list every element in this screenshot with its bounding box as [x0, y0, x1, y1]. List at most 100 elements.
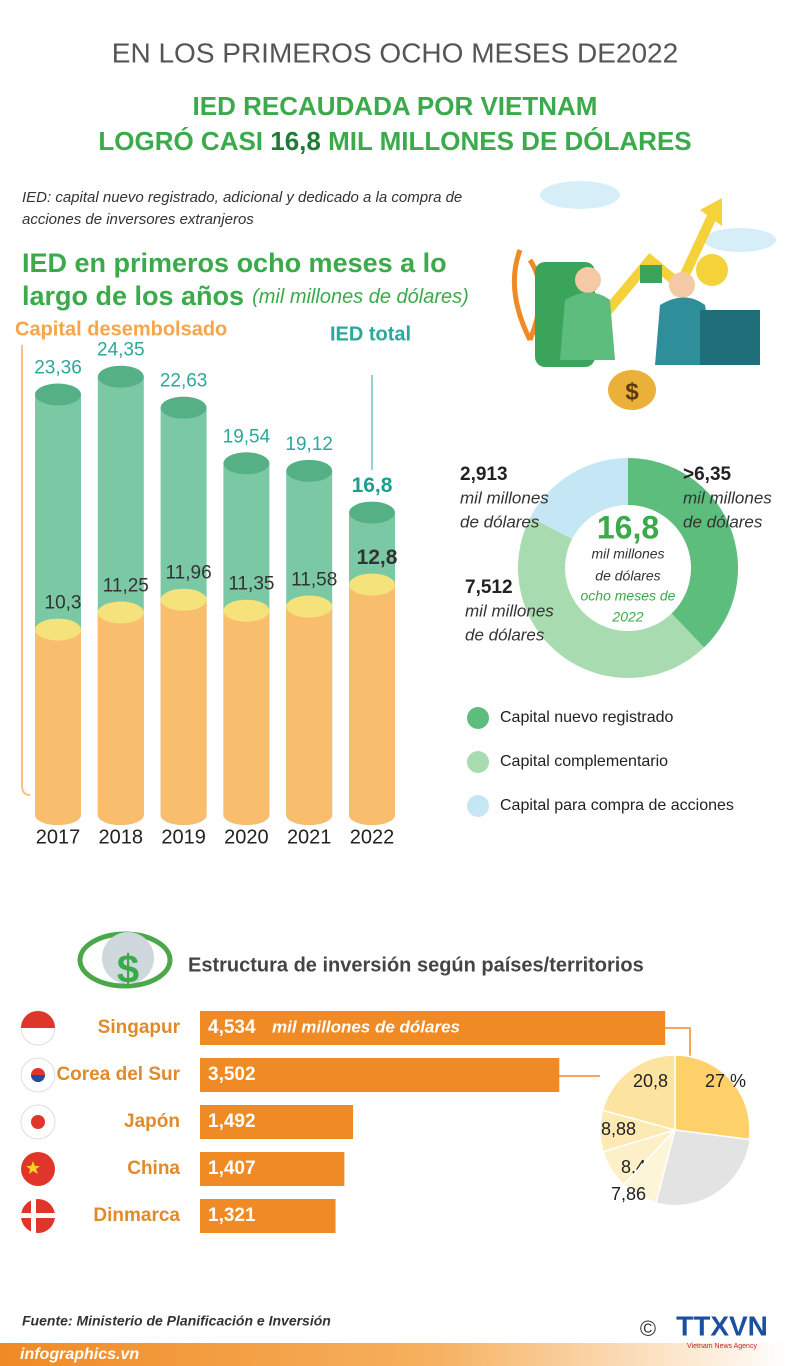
value-label: 8,88	[601, 1119, 636, 1139]
svg-text:$: $	[117, 948, 139, 992]
center-note: 2022	[611, 609, 643, 625]
chart-title: largo de los años (mil millones de dólare…	[22, 281, 469, 311]
pie-slice	[622, 1129, 676, 1204]
note: IED: capital nuevo registrado, adicional…	[22, 189, 462, 206]
logo: TTXVN	[676, 1310, 768, 1341]
y-tick-label: China	[127, 1158, 180, 1179]
illustration: $	[511, 181, 776, 410]
unit-label: de dólares	[465, 625, 545, 644]
value-label: 20,8	[633, 1071, 668, 1091]
unit-label: de dólares	[683, 512, 763, 531]
bar	[200, 1058, 560, 1092]
value-label: 22,63	[160, 371, 208, 392]
value-label: 11,35	[228, 574, 274, 595]
bar	[223, 610, 270, 825]
value-label: 1,492	[208, 1111, 256, 1132]
bar-cap	[223, 599, 270, 622]
x-tick-label: 2020	[224, 826, 269, 848]
value-label: 11,58	[291, 570, 337, 591]
value-label: 19,54	[223, 426, 271, 447]
y-tick-label: Dinmarca	[93, 1205, 180, 1226]
value-label: 1,407	[208, 1158, 256, 1179]
value-label: 24,35	[97, 340, 145, 361]
bar	[160, 599, 207, 825]
pie-slice	[674, 1054, 751, 1141]
legend-dot	[467, 707, 489, 729]
source: Fuente: Ministerio de Planificación e In…	[22, 1313, 331, 1329]
value-label: 23,36	[34, 358, 82, 379]
pie-slice	[601, 1054, 676, 1131]
value-label: 12,8	[357, 546, 398, 569]
x-tick-label: 2022	[350, 826, 395, 848]
bar-cap	[97, 601, 144, 624]
x-tick-label: 2019	[161, 826, 206, 848]
bar-cap	[160, 588, 207, 611]
unit-label: mil millones	[683, 488, 772, 507]
unit-label: mil millones	[465, 601, 554, 620]
x-tick-label: 2021	[287, 826, 332, 848]
bar	[286, 606, 333, 825]
title: IED RECAUDADA POR VIETNAM	[193, 91, 598, 121]
bar	[200, 1105, 354, 1139]
bar	[97, 612, 144, 825]
center-label: mil millones	[591, 546, 664, 562]
donut-slice	[628, 458, 738, 648]
value-label: 11,25	[103, 576, 149, 597]
value-label: 7,86	[611, 1184, 646, 1204]
value-label: 19,12	[285, 434, 333, 455]
kicker: EN LOS PRIMEROS OCHO MESES DE2022	[112, 37, 678, 68]
value-label: 27 %	[705, 1071, 746, 1091]
bar-cap	[223, 452, 270, 475]
value-label: 1,321	[208, 1205, 256, 1226]
chart-subtitle: (mil millones de dólares)	[252, 286, 469, 308]
title-part: LOGRÓ CASI	[98, 126, 270, 156]
title-part: MIL MILLONES DE DÓLARES	[321, 126, 692, 156]
donut-slice	[518, 517, 705, 678]
note: acciones de inversores extranjeros	[22, 211, 254, 228]
legend-label: Capital desembolsado	[15, 318, 227, 340]
legend-label: Capital nuevo registrado	[500, 709, 674, 726]
bar-cap	[349, 501, 395, 524]
logo-sub: Vietnam News Agency	[687, 1343, 757, 1350]
unit-label: mil millones	[460, 488, 549, 507]
y-tick-label: Singapur	[98, 1017, 181, 1038]
site: infographics.vn	[20, 1346, 139, 1363]
chart-title: IED en primeros ocho meses a lo	[22, 248, 447, 278]
footer-stripe	[0, 1343, 790, 1366]
x-tick-label: 2017	[36, 826, 81, 848]
value-label: >6,35	[683, 464, 732, 485]
legend-dot	[467, 751, 489, 773]
bar	[200, 1199, 336, 1233]
title: LOGRÓ CASI 16,8 MIL MILLONES DE DÓLARES	[98, 126, 691, 156]
donut-slice	[530, 458, 628, 539]
bracket	[21, 345, 31, 796]
bar	[349, 584, 395, 825]
unit-label: de dólares	[460, 512, 540, 531]
legend-dot	[467, 795, 489, 817]
bar-cap	[286, 459, 333, 482]
legend-label: Capital complementario	[500, 753, 668, 770]
center-note: ocho meses de	[581, 588, 676, 604]
value-label: 2,913	[460, 464, 508, 485]
y-tick-label: Corea del Sur	[56, 1064, 180, 1085]
bar	[200, 1011, 666, 1045]
bar-cap	[35, 383, 81, 406]
value-label: 11,96	[166, 563, 212, 584]
svg-text:$: $	[625, 378, 639, 405]
value-label: 16,8	[352, 474, 393, 497]
value-label: 7,512	[465, 577, 513, 598]
chart-title-part: largo de los años	[22, 281, 244, 311]
center-value: 16,8	[597, 509, 659, 545]
connector	[665, 1027, 691, 1058]
center-label: de dólares	[595, 568, 660, 584]
y-tick-label: Japón	[124, 1111, 180, 1132]
title-highlight: 16,8	[270, 126, 321, 156]
bar	[35, 629, 81, 825]
bar-cap	[349, 573, 395, 596]
chart-title: Estructura de inversión según países/ter…	[188, 954, 644, 976]
bar	[200, 1152, 345, 1186]
legend-label: IED total	[330, 323, 411, 345]
flags	[20, 1010, 56, 1233]
value-label: 4,534	[208, 1017, 256, 1038]
